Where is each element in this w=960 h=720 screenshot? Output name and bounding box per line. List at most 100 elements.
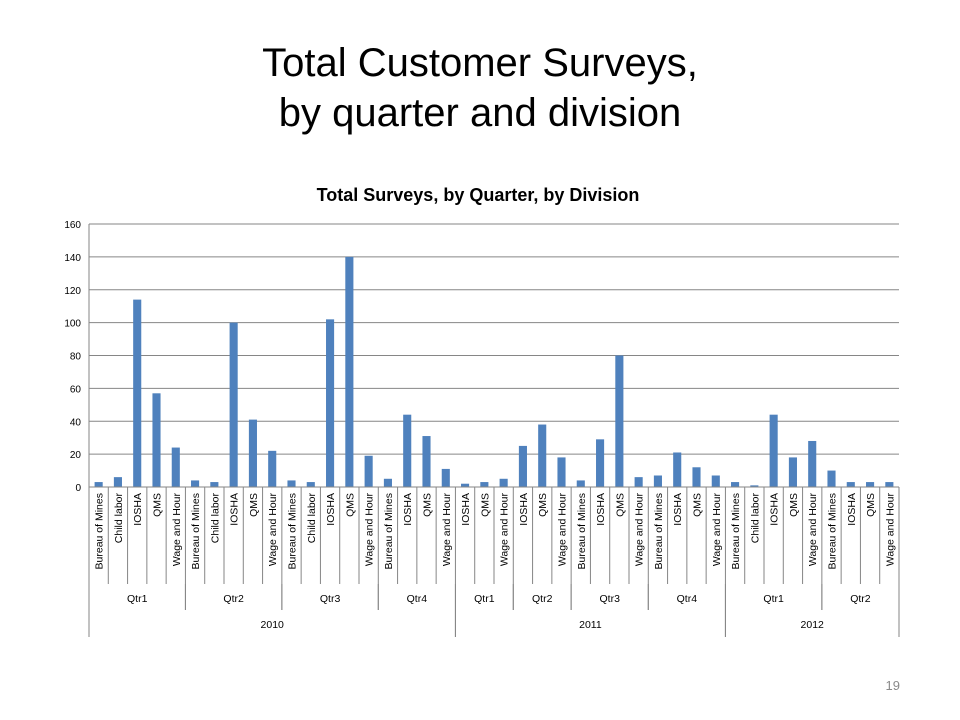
bar xyxy=(306,482,315,487)
y-tick-label: 0 xyxy=(75,483,81,494)
bar xyxy=(518,445,527,487)
category-label: IOSHA xyxy=(518,493,530,526)
bar xyxy=(422,436,431,487)
bar xyxy=(866,482,875,487)
quarter-label: Qtr3 xyxy=(320,593,341,605)
quarter-label: Qtr4 xyxy=(677,593,698,605)
category-label: Wage and Hour xyxy=(364,493,376,567)
category-label: Child labor xyxy=(113,493,125,544)
bar xyxy=(171,447,180,487)
category-label: Child labor xyxy=(749,493,761,544)
category-label: IOSHA xyxy=(846,493,858,526)
category-label: Wage and Hour xyxy=(557,493,569,567)
category-label: IOSHA xyxy=(325,493,337,526)
slide-title: Total Customer Surveys, by quarter and d… xyxy=(0,38,960,138)
bar xyxy=(769,414,778,487)
category-label: IOSHA xyxy=(769,493,781,526)
y-tick-label: 60 xyxy=(70,384,82,395)
y-tick-label: 40 xyxy=(70,417,82,428)
category-label: Bureau of Mines xyxy=(653,493,665,569)
year-label: 2011 xyxy=(579,619,602,631)
category-label: IOSHA xyxy=(460,493,472,526)
category-label: Bureau of Mines xyxy=(94,493,106,569)
bar xyxy=(326,319,335,487)
quarter-label: Qtr2 xyxy=(223,593,244,605)
quarter-label: Qtr1 xyxy=(474,593,495,605)
category-label: Wage and Hour xyxy=(634,493,646,567)
category-label: Wage and Hour xyxy=(171,493,183,567)
y-tick-label: 80 xyxy=(70,352,82,363)
y-tick-label: 160 xyxy=(64,220,81,231)
category-label: Child labor xyxy=(306,493,318,544)
bar xyxy=(287,480,296,487)
category-label: QMS xyxy=(152,493,164,517)
bar xyxy=(499,478,508,487)
bar xyxy=(345,256,354,487)
page-number: 19 xyxy=(885,678,900,693)
category-label: Wage and Hour xyxy=(441,493,453,567)
bar xyxy=(152,393,161,487)
category-label: QMS xyxy=(788,493,800,517)
category-label: IOSHA xyxy=(132,493,144,526)
quarter-label: Qtr1 xyxy=(763,593,784,605)
category-label: Bureau of Mines xyxy=(576,493,588,569)
chart-title: Total Surveys, by Quarter, by Division xyxy=(317,185,640,205)
bar xyxy=(94,482,103,487)
category-label: Bureau of Mines xyxy=(730,493,742,569)
category-label: Wage and Hour xyxy=(884,493,896,567)
category-label: Bureau of Mines xyxy=(190,493,202,569)
y-tick-label: 120 xyxy=(64,286,81,297)
bar xyxy=(827,470,836,487)
category-label: IOSHA xyxy=(402,493,414,526)
category-label: Wage and Hour xyxy=(807,493,819,567)
year-label: 2012 xyxy=(801,619,825,631)
category-label: QMS xyxy=(614,493,626,517)
category-label: Bureau of Mines xyxy=(383,493,395,569)
bar xyxy=(191,480,200,487)
bar xyxy=(557,457,566,487)
category-label: QMS xyxy=(537,493,549,517)
category-label: Wage and Hour xyxy=(267,493,279,567)
category-label: Wage and Hour xyxy=(499,493,511,567)
bar xyxy=(808,440,817,487)
bar xyxy=(441,468,450,487)
category-label: QMS xyxy=(248,493,260,517)
quarter-label: Qtr3 xyxy=(600,593,621,605)
bar xyxy=(403,414,412,487)
category-label: Bureau of Mines xyxy=(827,493,839,569)
category-label: QMS xyxy=(865,493,877,517)
bar xyxy=(731,482,740,487)
bar xyxy=(750,485,759,487)
bar xyxy=(113,477,122,487)
category-label: QMS xyxy=(344,493,356,517)
bar xyxy=(885,482,894,487)
category-label: QMS xyxy=(479,493,491,517)
bar xyxy=(461,483,470,487)
quarter-label: Qtr4 xyxy=(407,593,428,605)
bar xyxy=(210,482,219,487)
bar xyxy=(576,480,585,487)
category-label: Bureau of Mines xyxy=(287,493,299,569)
bar xyxy=(383,478,392,487)
category-label: IOSHA xyxy=(229,493,241,526)
category-label: QMS xyxy=(422,493,434,517)
slide-title-line-1: Total Customer Surveys, xyxy=(262,41,698,85)
bar xyxy=(248,419,257,487)
y-tick-label: 100 xyxy=(64,319,81,330)
quarter-label: Qtr2 xyxy=(850,593,871,605)
bar xyxy=(364,455,373,487)
bar xyxy=(673,452,682,487)
category-label: Wage and Hour xyxy=(711,493,723,567)
quarter-label: Qtr1 xyxy=(127,593,148,605)
bar xyxy=(634,477,643,487)
bar xyxy=(596,439,605,487)
bar xyxy=(653,475,662,487)
bar xyxy=(268,450,277,487)
category-label: IOSHA xyxy=(672,493,684,526)
year-label: 2010 xyxy=(261,619,285,631)
bar xyxy=(229,322,238,487)
category-label: QMS xyxy=(692,493,704,517)
bar xyxy=(615,355,624,487)
bar xyxy=(480,482,489,487)
